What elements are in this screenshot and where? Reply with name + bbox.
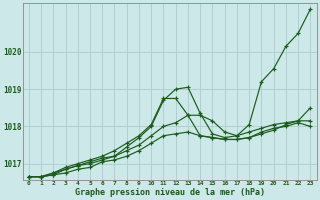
X-axis label: Graphe pression niveau de la mer (hPa): Graphe pression niveau de la mer (hPa) bbox=[75, 188, 265, 197]
